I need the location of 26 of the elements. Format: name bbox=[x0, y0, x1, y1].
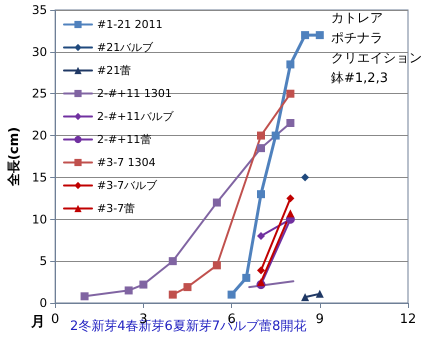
legend-label: #3-7 1304 bbox=[97, 156, 156, 169]
annotation: カトレア bbox=[331, 11, 383, 26]
y-tick-label: 20 bbox=[32, 128, 48, 143]
legend-label: #3-7蕾 bbox=[97, 202, 136, 215]
legend-label: #3-7バルブ bbox=[97, 179, 158, 192]
legend-label: #21バルブ bbox=[97, 41, 154, 54]
legend-label: 2-#+11バルブ bbox=[97, 110, 174, 123]
annotation: 鉢#1,2,3 bbox=[331, 71, 388, 86]
y-tick-label: 30 bbox=[32, 44, 48, 59]
y-tick-label: 15 bbox=[32, 170, 48, 184]
annotation: ポチナラ bbox=[331, 31, 383, 46]
legend-label: #21蕾 bbox=[97, 64, 132, 77]
y-tick-label: 35 bbox=[32, 3, 48, 17]
y-tick-label: 0 bbox=[40, 296, 48, 310]
legend-label: 2-#+11蕾 bbox=[97, 133, 152, 146]
legend-label: #1-21 2011 bbox=[97, 18, 163, 31]
y-tick-label: 5 bbox=[40, 254, 48, 268]
y-tick-label: 10 bbox=[32, 212, 48, 226]
x-tick-label: 9 bbox=[316, 312, 324, 327]
annotation: クリエイション bbox=[331, 51, 422, 66]
x-axis-title: 月 bbox=[30, 314, 46, 330]
y-tick-label: 25 bbox=[32, 86, 48, 101]
x-tick-label: 0 bbox=[51, 312, 60, 327]
x-tick-label: 12 bbox=[400, 312, 416, 327]
y-axis-title: 全長(cm) bbox=[7, 126, 22, 188]
legend-label: 2-#+11 1301 bbox=[97, 87, 172, 100]
